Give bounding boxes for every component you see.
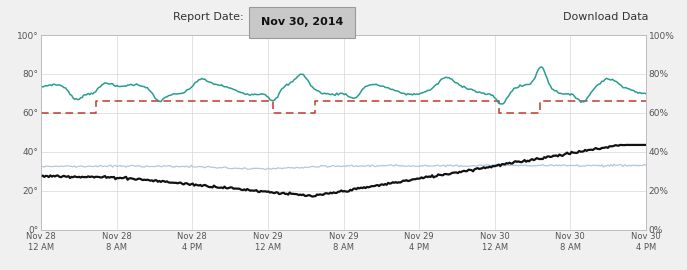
- Text: Nov 30, 2014: Nov 30, 2014: [261, 17, 343, 27]
- Text: Report Date:: Report Date:: [173, 12, 244, 22]
- Text: Download Data: Download Data: [563, 12, 649, 22]
